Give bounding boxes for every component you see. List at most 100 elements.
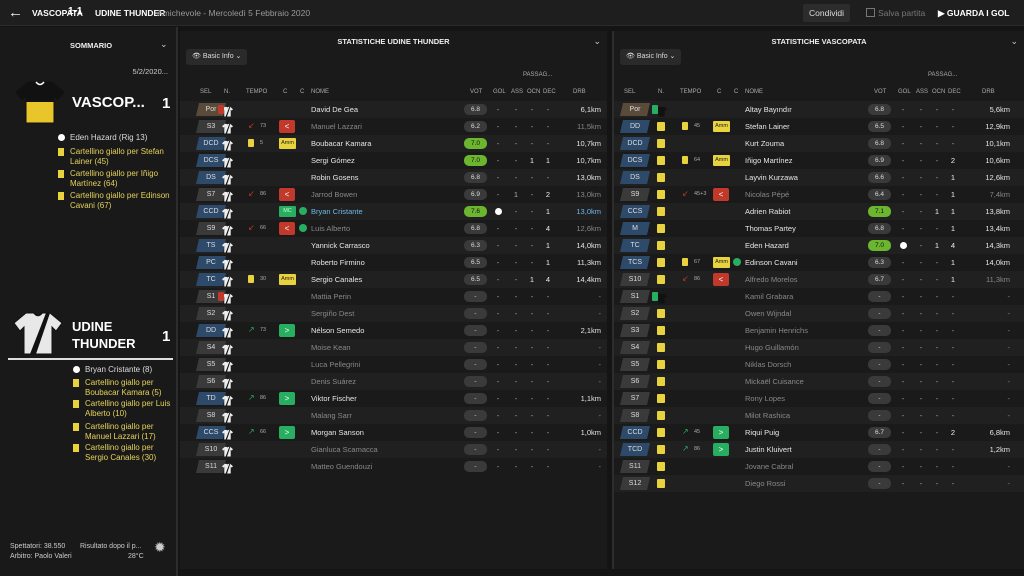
player-row[interactable]: S3 ↙ 73 < Manuel Lazzari 6.2- - - -11,5km xyxy=(180,118,607,135)
player-row[interactable]: CCS ↗ 66 > Morgan Sanson - - - - -1,0km xyxy=(180,424,607,441)
player-name[interactable]: Sergiño Dest xyxy=(311,309,355,318)
column-header-drb[interactable]: DRB xyxy=(982,89,995,95)
player-name[interactable]: Jovane Cabral xyxy=(745,462,794,471)
chevron-down-icon[interactable]: ⌄ xyxy=(593,36,601,46)
column-header-tempo[interactable]: TEMPO xyxy=(680,89,702,95)
player-row[interactable]: S1 Mattia Perin - - - - - - xyxy=(180,288,607,305)
player-row[interactable]: DCS Sergi Gómez 7.0- -1 1 10,7km xyxy=(180,152,607,169)
player-row[interactable]: DCD 5 Amm Boubacar Kamara 7.0- - - -10,7km xyxy=(180,135,607,152)
player-row[interactable]: TCS 67 Amm Edinson Cavani 6.3 - - - 1 14,0km xyxy=(614,254,1024,271)
player-name[interactable]: Alfredo Morelos xyxy=(745,275,798,284)
player-row[interactable]: PC Roberto Firmino 6.5- - -1 11,3km xyxy=(180,254,607,271)
player-name[interactable]: Riqui Puig xyxy=(745,428,780,437)
player-row[interactable]: S6 Denis Suárez - - - - - - xyxy=(180,373,607,390)
chevron-down-icon[interactable]: ⌄ xyxy=(160,39,168,49)
player-name[interactable]: Thomas Partey xyxy=(745,224,796,233)
player-row[interactable]: DD ↗ 73 > Nélson Semedo - - - - -2,1km xyxy=(180,322,607,339)
player-row[interactable]: Por Altay Bayındır 6.8 - - - - 5,6km xyxy=(614,101,1024,118)
player-name[interactable]: Nélson Semedo xyxy=(311,326,365,335)
player-name[interactable]: Mattia Perin xyxy=(311,292,352,301)
player-name[interactable]: Malang Sarr xyxy=(311,411,352,420)
player-name[interactable]: Gianluca Scamacca xyxy=(311,445,378,454)
column-header-ocn[interactable]: OCN xyxy=(527,89,541,95)
player-name[interactable]: Iñigo Martínez xyxy=(745,156,793,165)
player-row[interactable]: TD ↗ 86 > Viktor Fischer - - - - -1,1km xyxy=(180,390,607,407)
player-row[interactable]: S9 ↙ 45+3 < Nicolas Pépé 6.4 - - - 1 7,4km xyxy=(614,186,1024,203)
column-header-sel[interactable]: SEL xyxy=(624,89,636,95)
player-row[interactable]: TC Eden Hazard 7.0 - 1 4 14,3km xyxy=(614,237,1024,254)
player-row[interactable]: DS Robin Gosens 6.8- - - -13,0km xyxy=(180,169,607,186)
column-header-gol[interactable]: GOL xyxy=(493,89,506,95)
player-name[interactable]: Luca Pellegrini xyxy=(311,360,361,369)
player-name[interactable]: Mickaël Cuisance xyxy=(745,377,804,386)
column-header-dec[interactable]: DEC xyxy=(948,89,961,95)
column-header-c2[interactable]: C xyxy=(734,89,739,95)
column-header-drb[interactable]: DRB xyxy=(573,89,586,95)
share-button[interactable]: Condividi xyxy=(803,4,850,22)
player-name[interactable]: Bryan Cristante xyxy=(311,207,363,216)
column-header-ass[interactable]: ASS xyxy=(511,89,524,95)
column-header-ocn[interactable]: OCN xyxy=(932,89,946,95)
player-name[interactable]: Nicolas Pépé xyxy=(745,190,790,199)
substituted-in-button[interactable]: > xyxy=(279,392,295,405)
player-row[interactable]: M Thomas Partey 6.8 - - - 1 13,4km xyxy=(614,220,1024,237)
player-row[interactable]: TS Yannick Carrasco 6.3- - -1 14,0km xyxy=(180,237,607,254)
player-row[interactable]: TC 30 Amm Sergio Canales 6.5- -1 4 14,4km xyxy=(180,271,607,288)
column-header-vot[interactable]: VOT xyxy=(470,89,483,95)
player-row[interactable]: S7 ↙ 86 < Jarrod Bowen 6.9-1-2 13,0km xyxy=(180,186,607,203)
player-row[interactable]: S12 Diego Rossi - - - - - - xyxy=(614,475,1024,492)
column-header-nome[interactable]: NOME xyxy=(745,89,763,95)
player-row[interactable]: S4 Moise Kean - - - - - - xyxy=(180,339,607,356)
chevron-down-icon[interactable]: ⌄ xyxy=(1010,36,1018,46)
player-row[interactable]: S4 Hugo Guillamón - - - - - - xyxy=(614,339,1024,356)
player-row[interactable]: CCS Adrien Rabiot 7.1 - - 1 1 13,8km xyxy=(614,203,1024,220)
player-row[interactable]: TCD ↗ 86 > Justin Kluivert - - - - - 1,2km xyxy=(614,441,1024,458)
player-name[interactable]: Sergio Canales xyxy=(311,275,363,284)
player-name[interactable]: Manuel Lazzari xyxy=(311,122,362,131)
player-row[interactable]: S10 ↙ 86 < Alfredo Morelos 6.7 - - - 1 11,3km xyxy=(614,271,1024,288)
player-name[interactable]: Denis Suárez xyxy=(311,377,357,386)
player-name[interactable]: Justin Kluivert xyxy=(745,445,792,454)
player-row[interactable]: S2 Owen Wijndal - - - - - - xyxy=(614,305,1024,322)
player-name[interactable]: Adrien Rabiot xyxy=(745,207,791,216)
player-name[interactable]: Edinson Cavani xyxy=(745,258,798,267)
substituted-in-button[interactable]: > xyxy=(279,324,295,337)
column-header-n[interactable]: N. xyxy=(224,89,230,95)
player-name[interactable]: Owen Wijndal xyxy=(745,309,792,318)
substituted-in-button[interactable]: > xyxy=(279,426,295,439)
column-header-c1[interactable]: C xyxy=(283,89,288,95)
player-name[interactable]: Luis Alberto xyxy=(311,224,351,233)
substituted-out-button[interactable]: < xyxy=(279,188,295,201)
player-name[interactable]: Morgan Sanson xyxy=(311,428,364,437)
player-row[interactable]: S6 Mickaël Cuisance - - - - - - xyxy=(614,373,1024,390)
player-row[interactable]: S5 Niklas Dorsch - - - - - - xyxy=(614,356,1024,373)
substituted-out-button[interactable]: < xyxy=(713,188,729,201)
player-name[interactable]: Kurt Zouma xyxy=(745,139,785,148)
player-name[interactable]: Kamil Grabara xyxy=(745,292,794,301)
player-name[interactable]: Benjamin Henrichs xyxy=(745,326,808,335)
substituted-out-button[interactable]: < xyxy=(279,222,295,235)
save-match-button[interactable]: Salva partita xyxy=(860,4,931,22)
substituted-in-button[interactable]: > xyxy=(713,426,729,439)
player-name[interactable]: Moise Kean xyxy=(311,343,351,352)
watch-goals-button[interactable]: ▶ GUARDA I GOL xyxy=(932,4,1015,22)
player-name[interactable]: Viktor Fischer xyxy=(311,394,357,403)
column-header-gol[interactable]: GOL xyxy=(898,89,911,95)
back-arrow-icon[interactable]: ← xyxy=(8,4,23,21)
player-row[interactable]: DD 45 Amm Stefan Lainer 6.5 - - - - 12,9km xyxy=(614,118,1024,135)
player-row[interactable]: DCS 64 Amm Iñigo Martínez 6.9 - - - 2 10,6km xyxy=(614,152,1024,169)
column-header-tempo[interactable]: TEMPO xyxy=(246,89,268,95)
column-header-sel[interactable]: SEL xyxy=(200,89,212,95)
player-row[interactable]: S8 Malang Sarr - - - - - - xyxy=(180,407,607,424)
substituted-in-button[interactable]: > xyxy=(713,443,729,456)
player-row[interactable]: S7 Rony Lopes - - - - - - xyxy=(614,390,1024,407)
player-name[interactable]: Altay Bayındır xyxy=(745,105,792,114)
player-row[interactable]: DS Layvin Kurzawa 6.6 - - - 1 12,6km xyxy=(614,169,1024,186)
player-row[interactable]: CCD MC Bryan Cristante 7.6 - - 1 13,0km xyxy=(180,203,607,220)
player-row[interactable]: DCD Kurt Zouma 6.8 - - - - 10,1km xyxy=(614,135,1024,152)
column-header-vot[interactable]: VOT xyxy=(874,89,887,95)
player-name[interactable]: Eden Hazard xyxy=(745,241,789,250)
substituted-out-button[interactable]: < xyxy=(279,120,295,133)
player-name[interactable]: Rony Lopes xyxy=(745,394,786,403)
player-row[interactable]: S9 ↙ 66 < Luis Alberto 6.8- - -4 12,6km xyxy=(180,220,607,237)
